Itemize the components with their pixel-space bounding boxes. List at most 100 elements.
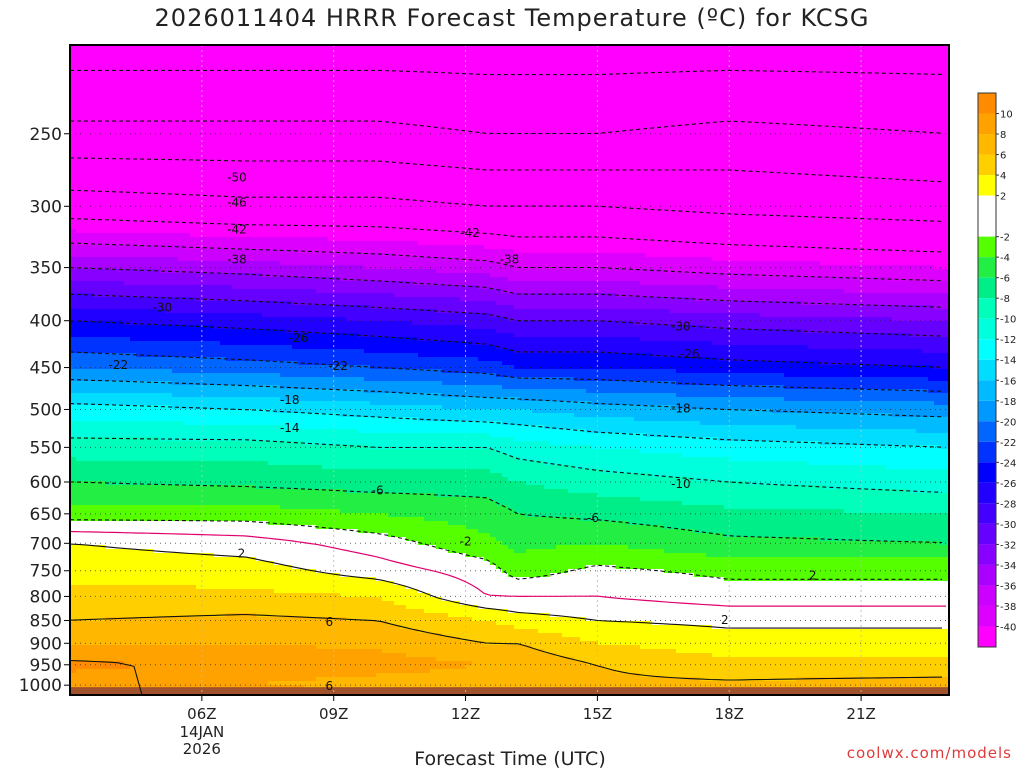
temperature-cell [106,493,113,498]
temperature-cell [226,637,233,642]
temperature-cell [232,629,239,634]
temperature-cell [160,389,167,394]
temperature-cell [88,401,95,406]
temperature-cell [238,497,245,502]
temperature-cell [106,473,113,478]
temperature-cell [112,109,119,114]
temperature-cell [88,477,95,482]
temperature-cell [112,485,119,490]
temperature-cell [160,201,167,206]
temperature-cell [184,173,191,178]
temperature-cell [94,629,101,634]
temperature-cell [208,417,215,422]
temperature-cell [100,577,107,582]
temperature-cell [172,233,179,238]
temperature-cell [136,149,143,154]
temperature-cell [112,533,119,538]
temperature-cell [232,581,239,586]
temperature-cell [112,149,119,154]
temperature-cell [202,161,209,166]
temperature-cell [250,225,257,230]
temperature-cell [130,469,137,474]
temperature-cell [214,501,221,506]
temperature-cell [142,565,149,570]
temperature-cell [124,305,131,310]
temperature-cell [208,585,215,590]
temperature-cell [118,429,125,434]
temperature-cell [226,237,233,242]
temperature-cell [250,369,257,374]
temperature-cell [238,393,245,398]
temperature-cell [238,589,245,594]
temperature-cell [148,357,155,362]
temperature-cell [172,645,179,650]
temperature-cell [154,589,161,594]
temperature-cell [208,449,215,454]
temperature-cell [100,585,107,590]
temperature-cell [82,637,89,642]
temperature-cell [148,161,155,166]
temperature-cell [214,309,221,314]
temperature-cell [118,601,125,606]
temperature-cell [88,173,95,178]
temperature-cell [76,261,83,266]
temperature-cell [190,461,197,466]
temperature-cell [154,205,161,210]
temperature-cell [238,413,245,418]
temperature-cell [166,445,173,450]
temperature-cell [118,217,125,222]
temperature-cell [136,317,143,322]
temperature-cell [214,637,221,642]
temperature-cell [214,357,221,362]
temperature-cell [112,561,119,566]
temperature-cell [184,489,191,494]
temperature-cell [250,457,257,462]
temperature-cell [232,53,239,58]
temperature-cell [76,97,83,102]
temperature-cell [154,149,161,154]
temperature-cell [244,73,251,78]
temperature-cell [238,613,245,618]
temperature-cell [130,337,137,342]
temperature-cell [202,129,209,134]
temperature-cell [94,149,101,154]
temperature-cell [94,125,101,130]
temperature-cell [124,497,131,502]
temperature-cell [142,145,149,150]
temperature-cell [148,525,155,530]
temperature-cell [244,417,251,422]
temperature-cell [184,85,191,90]
temperature-cell [160,401,167,406]
temperature-cell [190,213,197,218]
temperature-cell [202,329,209,334]
temperature-cell [106,309,113,314]
temperature-cell [112,621,119,626]
temperature-cell [88,153,95,158]
temperature-cell [154,265,161,270]
temperature-cell [106,177,113,182]
temperature-cell [226,285,233,290]
temperature-cell [190,129,197,134]
temperature-cell [130,433,137,438]
temperature-cell [250,361,257,366]
temperature-cell [82,645,89,650]
temperature-cell [112,81,119,86]
temperature-cell [160,125,167,130]
temperature-cell [244,505,251,510]
temperature-cell [106,441,113,446]
temperature-cell [106,69,113,74]
temperature-cell [214,629,221,634]
temperature-cell [118,69,125,74]
temperature-cell [76,357,83,362]
temperature-cell [250,353,257,358]
temperature-cell [178,609,185,614]
temperature-cell [112,89,119,94]
temperature-cell [190,281,197,286]
temperature-cell [82,457,89,462]
temperature-cell [184,577,191,582]
temperature-cell [76,185,83,190]
temperature-cell [88,109,95,114]
temperature-cell [178,289,185,294]
temperature-cell [154,581,161,586]
temperature-cell [142,309,149,314]
